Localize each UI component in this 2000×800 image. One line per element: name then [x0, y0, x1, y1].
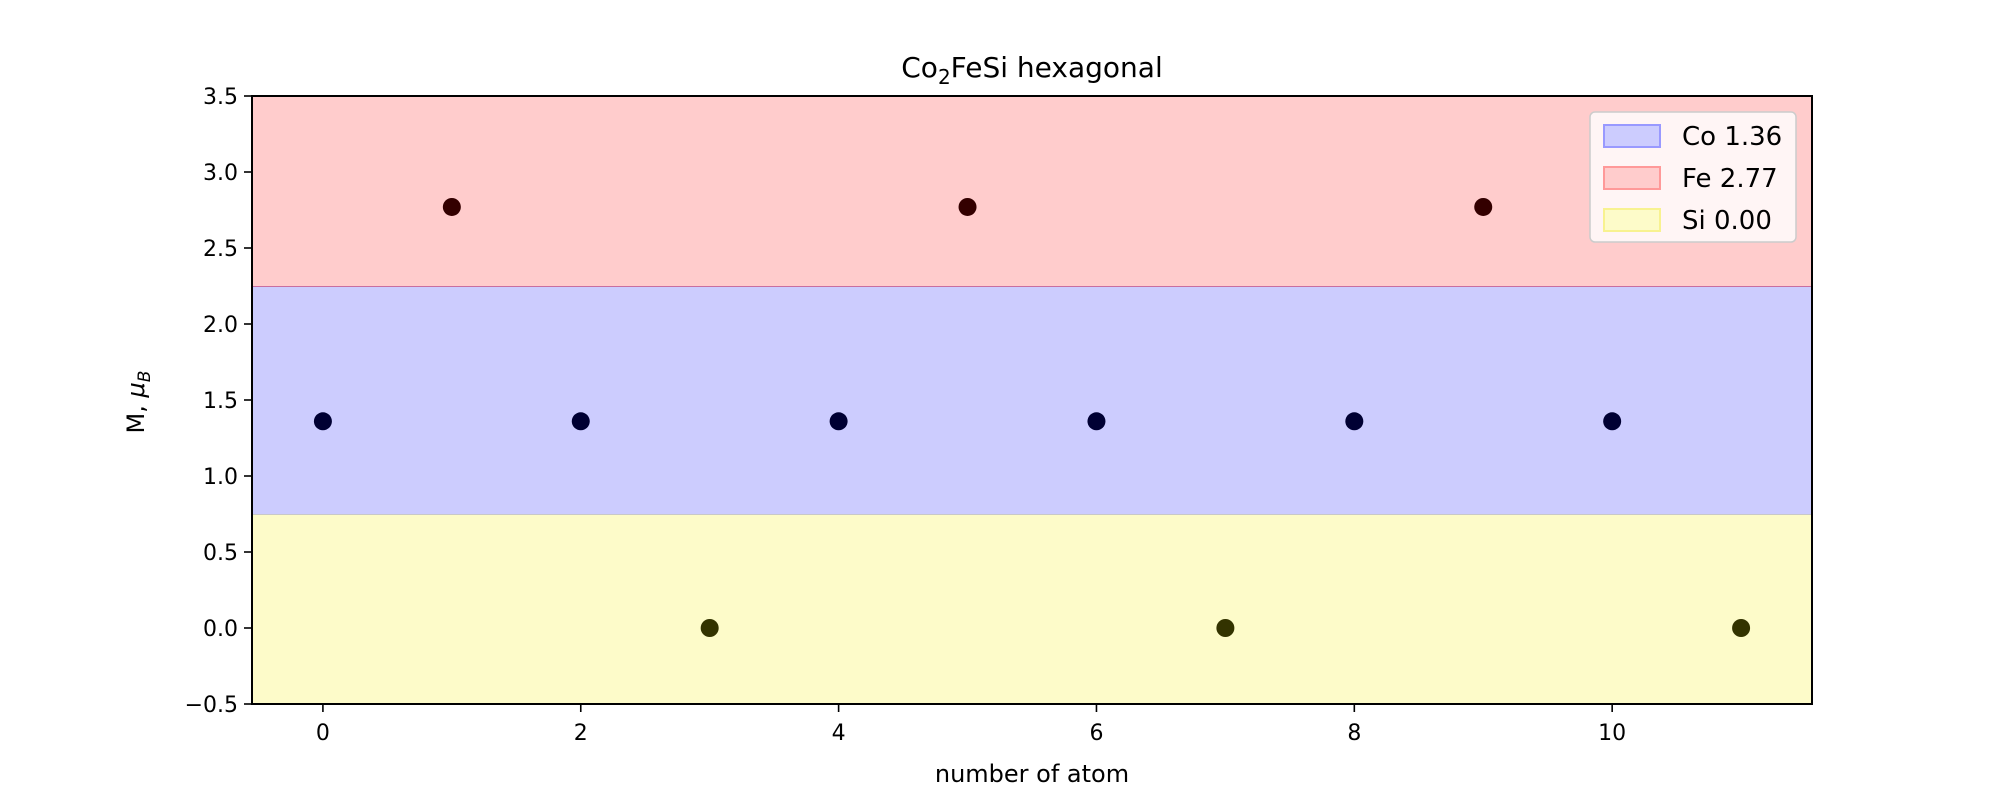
band-si	[252, 514, 1812, 704]
chart-title: Co2FeSi hexagonal	[901, 51, 1162, 89]
y-tick-label: −0.5	[185, 693, 238, 718]
y-tick-label: 0.0	[203, 617, 238, 642]
point-fe	[442, 197, 461, 216]
legend-label: Fe 2.77	[1682, 164, 1778, 194]
y-tick-label: 2.5	[203, 237, 238, 262]
point-si	[1732, 619, 1751, 637]
point-si	[700, 619, 719, 637]
chart-title-rest: FeSi hexagonal	[951, 51, 1163, 84]
x-axis-ticks: 0 2 4 6 8 10	[316, 704, 1626, 746]
y-tick-label: 2.0	[203, 313, 238, 338]
legend-entries: Co 1.36 Fe 2.77 Si 0.00	[1603, 122, 1782, 236]
x-axis-label: number of atom	[935, 760, 1129, 788]
y-axis-label-main: M,	[122, 397, 150, 433]
y-tick-label: 1.5	[203, 389, 238, 414]
x-tick-label: 4	[832, 721, 846, 746]
legend: Co 1.36 Fe 2.77 Si 0.00	[1589, 111, 1797, 243]
legend-swatch	[1603, 124, 1661, 148]
point-co	[1345, 412, 1364, 431]
y-tick-label: 3.0	[203, 161, 238, 186]
band-co	[252, 286, 1812, 514]
data-points	[313, 197, 1751, 637]
band-fe	[252, 96, 1812, 286]
point-fe	[1474, 197, 1493, 216]
y-tick-label: 1.0	[203, 465, 238, 490]
y-axis-label-subscript: B	[135, 371, 155, 383]
point-fe	[958, 197, 977, 216]
point-co	[571, 412, 590, 431]
y-axis-label: M, μB	[122, 371, 155, 434]
chart-title-subscript: 2	[938, 65, 951, 89]
background-bands	[252, 95, 1812, 704]
legend-label: Si 0.00	[1682, 206, 1772, 236]
point-co	[829, 412, 848, 431]
x-tick-label: 8	[1347, 721, 1361, 746]
point-co	[1087, 412, 1106, 431]
x-tick-label: 10	[1598, 721, 1626, 746]
legend-swatch	[1603, 208, 1661, 232]
chart-title-main: Co	[901, 51, 938, 84]
y-tick-label: 0.5	[203, 541, 238, 566]
x-tick-label: 6	[1089, 721, 1103, 746]
legend-swatch	[1603, 166, 1661, 190]
point-si	[1216, 619, 1235, 637]
point-co	[313, 412, 332, 431]
x-tick-label: 0	[316, 721, 330, 746]
y-axis-label-mu: μ	[122, 382, 150, 398]
y-axis-ticks: −0.5 0.0 0.5 1.0 1.5 2.0 2.5 3.0 3.5	[185, 85, 252, 718]
y-tick-label: 3.5	[203, 85, 238, 110]
legend-label: Co 1.36	[1682, 122, 1782, 152]
x-tick-label: 2	[574, 721, 588, 746]
point-co	[1603, 412, 1622, 431]
